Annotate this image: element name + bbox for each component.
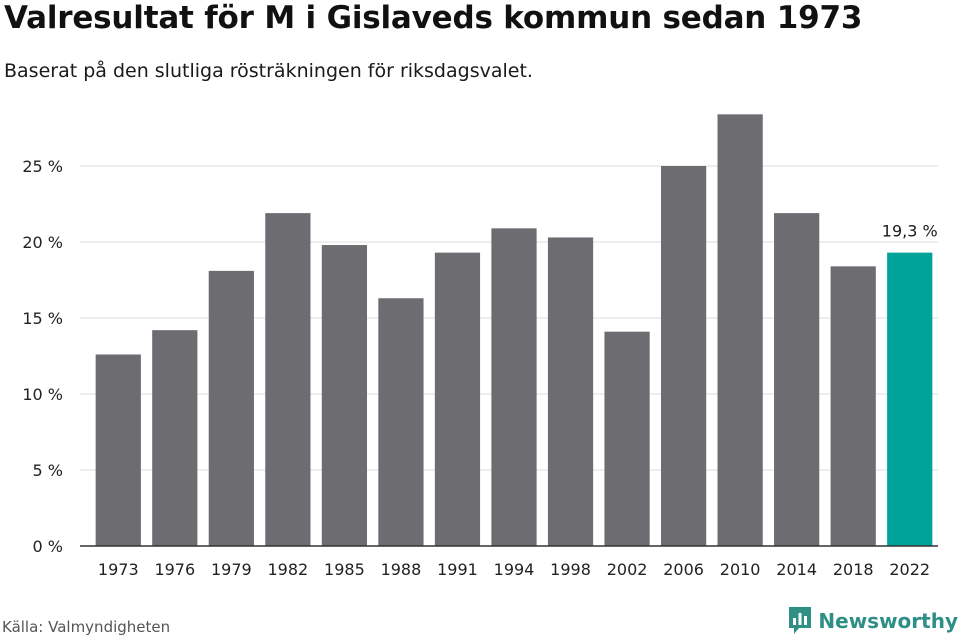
source-note: Källa: Valmyndigheten — [2, 618, 171, 636]
bar — [321, 245, 368, 547]
bar — [774, 213, 820, 546]
x-tick-label: 1994 — [494, 560, 535, 579]
x-tick-label: 2022 — [889, 560, 930, 579]
bar — [887, 252, 933, 546]
bar — [152, 330, 198, 546]
x-tick-label: 2006 — [663, 560, 704, 579]
x-tick-label: 2018 — [833, 560, 874, 579]
data-label: 19,3 % — [882, 222, 938, 241]
newsworthy-logo-icon — [789, 607, 812, 634]
y-tick-label: 10 % — [22, 385, 63, 404]
y-tick-label: 0 % — [33, 537, 63, 556]
chart-subtitle: Baserat på den slutliga rösträkningen fö… — [4, 60, 533, 82]
bar — [434, 252, 481, 546]
bar — [604, 331, 650, 546]
bar — [491, 228, 537, 546]
data-labels: 19,3 % — [882, 222, 938, 241]
y-tick-label: 5 % — [33, 461, 63, 480]
x-tick-label: 1982 — [268, 560, 309, 579]
bar — [208, 270, 254, 546]
x-tick-label: 1976 — [154, 560, 195, 579]
bar — [547, 237, 594, 546]
y-tick-label: 20 % — [22, 233, 63, 252]
brand-logo: Newsworthy — [788, 606, 958, 636]
x-tick-label: 1985 — [324, 560, 365, 579]
x-tick-label: 2002 — [607, 560, 648, 579]
x-tick-label: 1991 — [437, 560, 478, 579]
x-tick-label: 1973 — [98, 560, 139, 579]
chart-title: Valresultat för M i Gislaveds kommun sed… — [4, 0, 863, 36]
y-axis-tick-labels: 0 % 5 % 10 % 15 % 20 % 25 % — [22, 157, 63, 556]
bar — [95, 354, 141, 546]
bars — [95, 114, 933, 547]
bar-chart: 0 %5 %10 %15 %20 %25 % 1973 1976 1979 1982 1… — [22, 114, 938, 579]
bar — [265, 213, 311, 546]
x-tick-label: 1988 — [381, 560, 422, 579]
x-tick-label: 2014 — [776, 560, 817, 579]
x-tick-label: 1998 — [550, 560, 591, 579]
brand-name: Newsworthy — [818, 609, 958, 633]
y-tick-label: 25 % — [22, 157, 63, 176]
x-axis-tick-labels: 1973 1976 1979 1982 1985 1988 1991 1994 1998 2002… — [98, 560, 930, 579]
y-tick-label: 15 % — [22, 309, 63, 328]
bar — [378, 298, 424, 546]
bar — [830, 266, 876, 546]
x-tick-label: 1979 — [211, 560, 252, 579]
x-tick-label: 2010 — [720, 560, 761, 579]
bar — [717, 114, 763, 546]
bar — [660, 166, 707, 546]
